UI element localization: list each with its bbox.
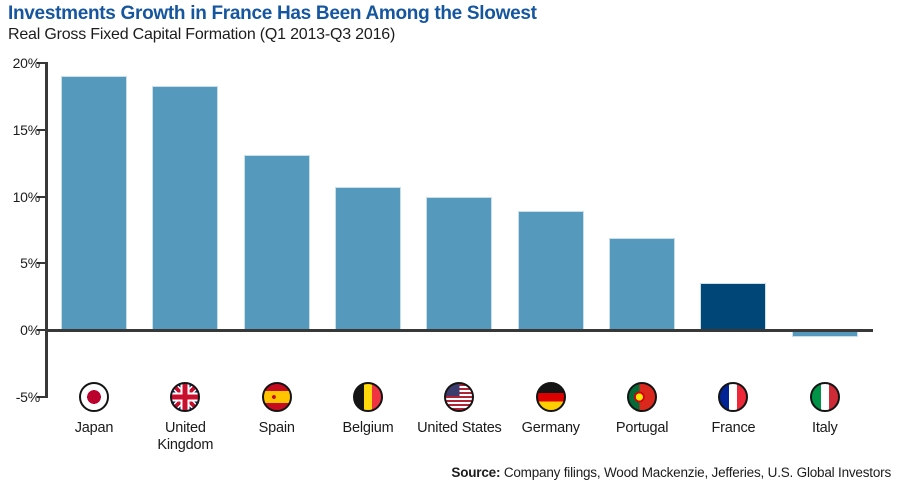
y-axis-tick-label: 15% xyxy=(12,121,41,138)
country-label: Japan xyxy=(74,420,114,436)
y-axis-tick xyxy=(37,396,46,398)
y-axis-tick-label: 0% xyxy=(20,322,40,339)
united-states-flag-icon xyxy=(444,382,475,412)
page-title: Investments Growth in France Has Been Am… xyxy=(8,3,537,24)
germany-flag-icon xyxy=(535,382,566,412)
country-label: Belgium xyxy=(342,420,394,436)
y-axis-tick-label: 10% xyxy=(12,188,41,205)
source-note: Source: Company filings, Wood Mackenzie,… xyxy=(451,465,891,480)
bar-united-states xyxy=(426,196,492,331)
italy-flag-icon xyxy=(809,382,840,412)
page-subtitle: Real Gross Fixed Capital Formation (Q1 2… xyxy=(8,26,396,43)
y-axis-tick xyxy=(37,195,46,198)
belgium-flag-icon xyxy=(353,382,384,412)
bar-spain xyxy=(244,155,310,331)
country-label: Portugal xyxy=(615,420,669,436)
y-axis-tick xyxy=(37,62,46,64)
source-text: Company filings, Wood Mackenzie, Jefferi… xyxy=(500,465,891,480)
france-flag-icon xyxy=(718,382,749,412)
japan-flag-icon xyxy=(79,382,109,412)
country-label: France xyxy=(711,420,756,436)
country-label: United Kingdom xyxy=(157,420,214,453)
bar-japan xyxy=(61,76,127,331)
source-label: Source: xyxy=(451,465,501,480)
bar-germany xyxy=(518,211,584,331)
y-axis-tick-label: 20% xyxy=(12,55,41,71)
bar-belgium xyxy=(335,187,401,331)
spain-flag-icon xyxy=(261,382,292,412)
y-axis-tick-label: 5% xyxy=(20,255,40,272)
country-label: Spain xyxy=(258,420,295,436)
country-label: Germany xyxy=(521,420,580,436)
y-axis-line xyxy=(45,62,48,398)
united-kingdom-flag-icon xyxy=(170,382,201,412)
bar-france xyxy=(700,283,766,331)
y-axis-tick xyxy=(37,128,46,131)
bar-portugal xyxy=(609,238,675,331)
y-axis-tick xyxy=(37,329,46,332)
country-label: Italy xyxy=(812,420,838,436)
x-axis-line xyxy=(45,329,873,332)
country-label: United States xyxy=(417,420,502,436)
y-axis-tick-label: -5% xyxy=(15,389,40,405)
bar-united-kingdom xyxy=(152,85,218,331)
portugal-flag-icon xyxy=(627,382,658,412)
y-axis-tick xyxy=(37,262,46,265)
